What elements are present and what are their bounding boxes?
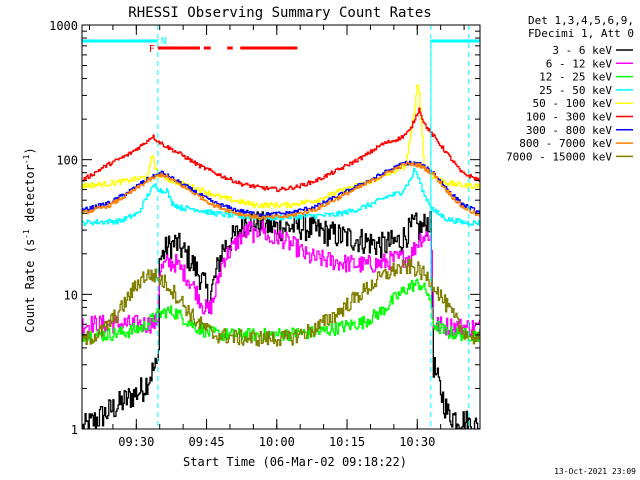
series-line-6-12-kev: [82, 220, 480, 337]
y-axis-label: Count Rate (s-1 detector-1): [22, 147, 37, 332]
x-tick-label: 10:00: [259, 435, 295, 449]
legend: Det 1,3,4,5,6,9, FDecimi 1, Att 0 3 - 6 …: [506, 14, 634, 163]
night-flag-label: N: [161, 36, 167, 47]
y-axis-label-mid: detector: [23, 164, 37, 229]
legend-entry-label: 100 - 300 keV: [526, 111, 612, 124]
legend-entry-label: 3 - 6 keV: [552, 44, 612, 57]
series-group: [82, 84, 480, 429]
series-line-3-6-kev: [82, 210, 480, 429]
y-axis-label-main: Count Rate (s: [23, 239, 37, 333]
x-tick-label: 09:30: [118, 435, 154, 449]
y-tick-label: 1: [71, 423, 78, 437]
y-axis-label-sup-1: -1: [22, 229, 31, 239]
legend-entry-label: 800 - 7000 keV: [519, 137, 612, 150]
series-line-12-25-kev: [82, 278, 480, 343]
legend-entry-label: 7000 - 15000 keV: [506, 150, 612, 163]
y-axis-label-end: ): [23, 147, 37, 154]
legend-entry-label: 300 - 800 keV: [526, 124, 612, 137]
series-line-800-7000-kev: [82, 161, 480, 221]
x-axis-label: Start Time (06-Mar-02 09:18:22): [183, 455, 407, 469]
legend-entry-label: 25 - 50 keV: [539, 84, 612, 97]
chart-title: RHESSI Observing Summary Count Rates: [128, 5, 431, 21]
legend-entry-label: 12 - 25 keV: [539, 71, 612, 84]
series-line-25-50-kev: [82, 168, 480, 226]
x-tick-label: 10:30: [399, 435, 435, 449]
x-tick-label: 10:15: [329, 435, 365, 449]
legend-entry-label: 6 - 12 keV: [546, 57, 613, 70]
legend-header-line-1: Det 1,3,4,5,6,9,: [528, 14, 634, 27]
legend-entry-label: 50 - 100 keV: [533, 97, 613, 110]
series-line-50-100-kev: [82, 84, 480, 209]
y-tick-label: 100: [56, 154, 78, 168]
y-tick-label: 1000: [49, 19, 78, 33]
series-line-100-300-kev: [82, 107, 480, 193]
plot-frame: [81, 24, 481, 430]
flare-flag-label: F: [149, 44, 155, 55]
series-line-7000-15000-kev: [82, 258, 480, 347]
y-tick-label: 10: [64, 288, 78, 302]
x-tick-label: 09:45: [188, 435, 224, 449]
plot-area: FN 1 10 100 1000 09:30 09:45 10:00 10:15 10:30: [49, 19, 481, 449]
y-axis-label-sup-2: -1: [22, 154, 31, 164]
legend-header-line-2: FDecimi 1, Att 0: [528, 27, 634, 40]
timestamp: 13-Oct-2021 23:09: [554, 467, 636, 476]
